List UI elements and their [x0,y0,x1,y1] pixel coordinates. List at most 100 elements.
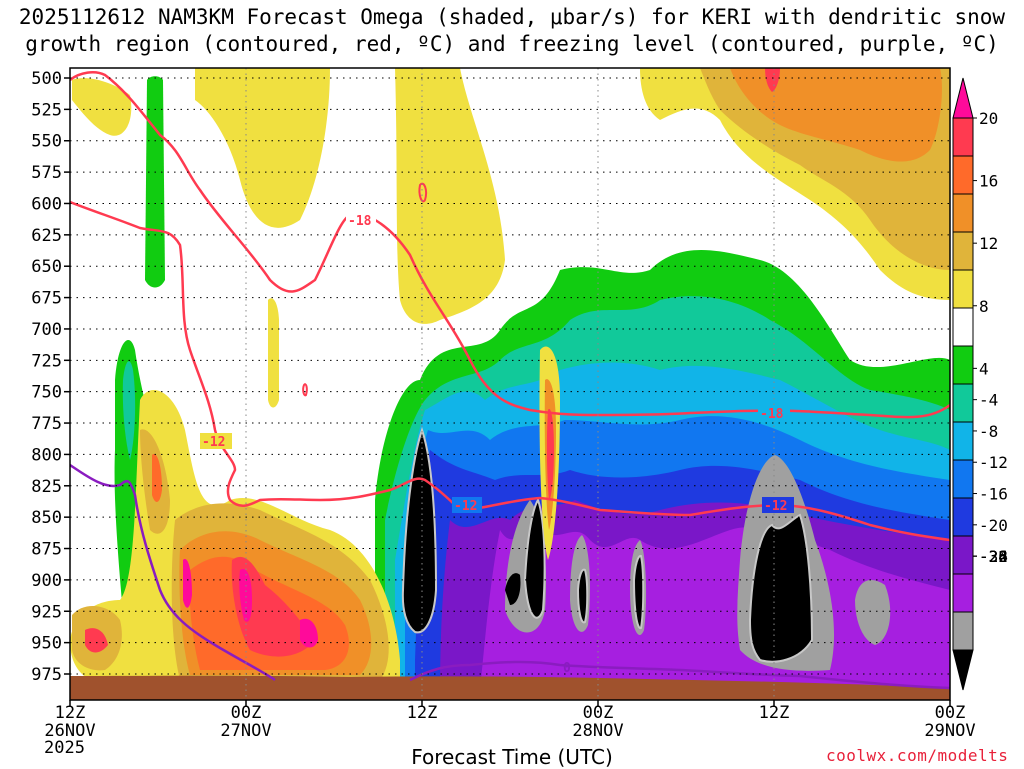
y-tick-label: 850 [31,508,62,528]
dgz-contour-small [418,182,428,203]
y-tick-label: 725 [31,351,62,371]
colorbar-label: -4 [979,391,998,410]
y-tick-label: 775 [31,414,62,434]
colorbar-segment [952,611,974,651]
omega-region-yellow [195,68,330,228]
omega-shading [70,68,950,700]
x-axis-label: Forecast Time (UTC) [411,745,613,769]
y-tick-label: 550 [31,132,62,152]
omega-region-red [152,454,162,502]
omega-region-gray [855,580,891,645]
colorbar-label: -8 [979,422,998,441]
chart-title-line2: growth region (contoured, red, ºC) and f… [25,32,999,56]
colorbar-label: 8 [979,297,989,316]
colorbar-segment [952,269,974,309]
colorbar-label: 4 [979,359,989,378]
colorbar-segment [952,535,974,575]
omega-region-red [765,68,780,92]
terrain-ground [70,675,950,700]
x-tick-time: 00Z [583,703,614,723]
colorbar-label: -36 [979,547,1008,566]
colorbar-segment [952,459,974,499]
colorbar-label: 20 [979,109,998,128]
omega-region-yellow [72,78,132,136]
x-tick-time: 12Z [55,703,86,723]
colorbar-segment [952,307,974,347]
y-tick-label: 600 [31,194,62,214]
colorbar-label: 16 [979,172,998,191]
colorbar-bottom-triangle [952,649,974,691]
omega-core-black [523,497,546,619]
contour-label: -12 [764,499,787,514]
contour-label: -12 [454,499,477,514]
omega-core-black [748,513,814,663]
omega-region-darkorange [730,68,942,162]
contour-label: -18 [348,214,372,229]
omega-region-red [231,556,315,657]
y-tick-label: 575 [31,163,62,183]
colorbar-label: -28 [979,547,1008,566]
colorbar-segment [952,573,974,613]
omega-region-magenta [300,618,318,648]
omega-region-yellow [268,298,279,408]
colorbar-label: -16 [979,485,1008,504]
y-tick-label: 525 [31,100,62,120]
colorbar-segment [952,155,974,195]
x-tick-date: 27NOV [220,721,271,741]
dgz-contour-minus12 [70,200,950,542]
omega-region-magenta [239,569,252,622]
contour-label: -12 [202,435,225,450]
omega-core-black [632,555,645,629]
colorbar-segment [952,421,974,461]
y-tick-label: 625 [31,226,62,246]
omega-region-magenta [183,559,192,608]
credit-link[interactable]: coolwx.com/modelts [826,746,1009,765]
colorbar-label: -24 [979,547,1008,566]
y-tick-label: 675 [31,289,62,309]
colorbar-segment [952,345,974,385]
x-tick-date: 29NOV [924,721,975,741]
contour-labels: -18 -12 -12 -18 -12 0 [200,212,794,676]
contour-label: 0 [563,661,571,676]
omega-core-black [576,568,589,624]
y-axis-ticks: 500 525 550 575 600 625 650 675 700 725 750 775 800 8… [31,69,70,685]
omega-region-red [546,409,554,500]
freezing-level-contour [70,463,950,690]
omega-region-teal [122,361,136,460]
x-tick-date: 26NOV [44,721,95,741]
omega-region-red [85,628,108,653]
contour-label: -18 [760,407,784,422]
y-tick-label: 800 [31,445,62,465]
omega-core-black [505,573,521,605]
y-tick-label: 950 [31,634,62,654]
x-tick-time: 00Z [935,703,966,723]
colorbar-segment [952,117,974,157]
colorbar-segment [952,383,974,423]
colorbar-label: -12 [979,453,1008,472]
colorbar-segment [952,193,974,233]
y-tick-label: 825 [31,477,62,497]
x-tick-time: 00Z [231,703,262,723]
plot-frame [69,67,951,701]
x-tick-time: 12Z [407,703,438,723]
y-tick-label: 975 [31,665,62,685]
colorbar: 20 16 12 8 4 -4 -8 -12 -16 -20 -24-28-32-36 [952,77,1008,691]
colorbar-label: 12 [979,234,998,253]
colorbar-label: -20 [979,516,1008,535]
x-tick-date: 28NOV [572,721,623,741]
y-tick-label: 650 [31,257,62,277]
y-tick-label: 500 [31,69,62,89]
x-tick-time: 12Z [759,703,790,723]
year-label: 2025 [44,738,85,758]
colorbar-top-triangle [952,77,974,119]
dgz-contour-small [302,383,308,397]
colorbar-segment [952,231,974,271]
chart-title-line1: 2025112612 NAM3KM Forecast Omega (shaded… [18,5,1006,29]
omega-region-green [145,76,165,288]
omega-region-yellow [395,68,505,324]
y-tick-label: 900 [31,571,62,591]
y-tick-label: 750 [31,383,62,403]
colorbar-segment [952,497,974,537]
